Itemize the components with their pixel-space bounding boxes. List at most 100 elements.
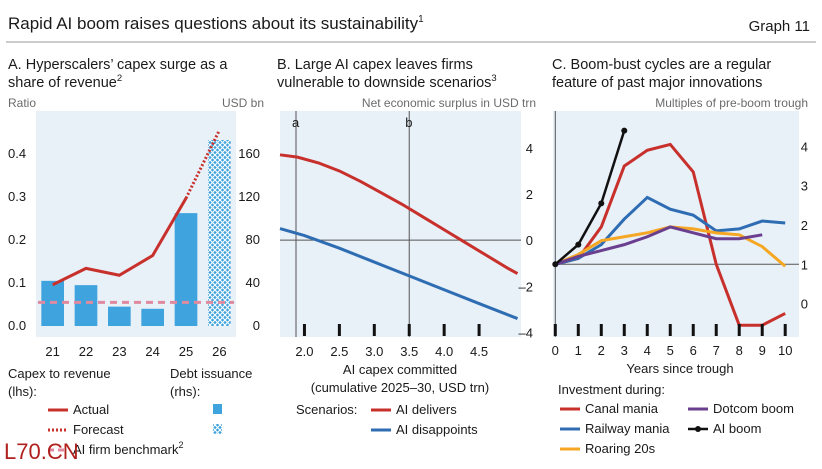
legend-debt-forecast-swatch: [213, 424, 222, 434]
dotcom-boom-line: [554, 225, 763, 266]
panel-a-left-tick-label: 0.4: [8, 146, 26, 161]
panel-c-title-line-2: feature of past major innovations: [552, 75, 762, 91]
panel-c-x-tick-label: 10: [778, 343, 792, 358]
panel-c-y-tick-label: 0: [801, 297, 808, 312]
panel-c: C. Boom-bust cycles are a regular featur…: [552, 57, 808, 456]
panel-c-y-tick-label: 4: [801, 139, 808, 154]
panel-c-title-line-1: C. Boom-bust cycles are a regular: [552, 57, 771, 73]
canal-mania-line: [554, 142, 786, 327]
panel-a: A. Hyperscalers’ capex surge as a share …: [8, 57, 264, 457]
panel-b-x-tick-label: 3.5: [400, 344, 418, 359]
legend-ai-disappoints-label: AI disappoints: [396, 422, 478, 437]
graph-number-label: Graph 11: [749, 18, 810, 35]
panel-a-right-tick-label: 0: [253, 318, 260, 333]
panel-c-unit: Multiples of pre-boom trough: [655, 96, 808, 110]
panel-b-xlabel-line-1: AI capex committed: [343, 362, 457, 377]
panel-a-left-tick-label: 0.2: [8, 232, 26, 247]
panel-a-x-tick-label: 23: [112, 344, 126, 359]
legend-ai-boom-marker: [695, 426, 701, 432]
panel-b-x-tick-label: 2.0: [295, 344, 313, 359]
panel-a-right-tick-label: 160: [238, 146, 260, 161]
panel-b-x-tick-label: 2.5: [330, 344, 348, 359]
watermark-text: L70.CN: [4, 439, 79, 464]
ai-disappoints-line: [279, 227, 519, 320]
panel-a-right-tick-label: 120: [238, 189, 260, 204]
panel-b-title-line-1: B. Large AI capex leaves firms: [277, 57, 473, 73]
railway-mania-line: [554, 195, 786, 266]
panel-a-left-tick-label: 0.3: [8, 189, 26, 204]
legend-c-heading: Investment during:: [558, 382, 665, 397]
panel-b-unit: Net economic surplus in USD trn: [362, 96, 536, 110]
ai-boom-line: [554, 130, 626, 266]
legend-debt-actual-swatch: [213, 404, 222, 414]
panel-c-x-tick-label: 4: [644, 343, 651, 358]
panel-b-x-tick-label: 4.0: [435, 344, 453, 359]
legend-actual-label: Actual: [73, 402, 109, 417]
panel-a-x-tick-label: 21: [45, 344, 59, 359]
panel-b-x-tick-label: 4.5: [470, 344, 488, 359]
legend-dotcom-label: Dotcom boom: [713, 401, 794, 416]
panel-a-right-tick-label: 40: [246, 275, 260, 290]
panel-c-x-tick-label: 3: [621, 343, 628, 358]
panel-b-marker-label: a: [292, 115, 300, 130]
legend-b-label: Scenarios:: [296, 402, 357, 417]
panel-c-x-tick-label: 8: [736, 343, 743, 358]
ai-boom-point: [598, 200, 605, 207]
panel-a-x-tick-label: 22: [79, 344, 93, 359]
panel-a-plot-area: [36, 111, 236, 337]
panel-c-y-tick-label: 3: [801, 179, 808, 194]
panel-c-xlabel: Years since trough: [626, 361, 733, 376]
panel-c-x-tick-label: 2: [598, 343, 605, 358]
legend-a-group1-line-1: Capex to revenue: [8, 366, 111, 381]
panel-c-x-tick-label: 1: [575, 343, 582, 358]
panel-b-marker-label: b: [405, 115, 412, 130]
panel-c-x-tick-label: 0: [552, 343, 559, 358]
panel-a-title-line-1: A. Hyperscalers’ capex surge as a: [8, 57, 228, 73]
debt-issuance-bar-23: [108, 306, 131, 326]
panel-a-x-tick-label: 25: [179, 344, 193, 359]
panel-a-right-unit: USD bn: [222, 96, 264, 110]
panel-a-x-tick-label: 26: [212, 344, 226, 359]
panel-b-plot-area: [280, 111, 521, 337]
panel-a-left-tick-label: 0.0: [8, 318, 26, 333]
panel-c-y-tick-label: 1: [801, 257, 808, 272]
forecast-line: [184, 129, 221, 199]
panel-a-x-tick-label: 24: [145, 344, 159, 359]
ai-boom-point: [552, 261, 559, 268]
panel-b-y-tick-label: –4: [519, 325, 533, 340]
panel-a-title-line-2: share of revenue2: [8, 73, 122, 91]
panel-b-xlabel-line-2: (cumulative 2025–30, USD trn): [311, 380, 489, 395]
legend-benchmark-label: AI firm benchmark2: [73, 440, 184, 457]
panel-b-y-tick-label: 0: [526, 233, 533, 248]
actual-line: [52, 197, 188, 287]
panel-b-y-tick-label: 2: [526, 187, 533, 202]
ai-boom-point: [621, 127, 628, 134]
panel-a-right-tick-label: 80: [246, 232, 260, 247]
panel-a-left-unit: Ratio: [8, 96, 36, 110]
legend-forecast-label: Forecast: [73, 422, 124, 437]
panel-b-y-tick-label: –2: [519, 279, 533, 294]
legend-ai-delivers-label: AI delivers: [396, 402, 457, 417]
legend-ai-boom-label: AI boom: [713, 421, 761, 436]
panel-b: B. Large AI capex leaves firms vulnerabl…: [277, 57, 536, 437]
legend-a-group2-line-1: Debt issuance: [170, 366, 252, 381]
panel-c-x-tick-label: 9: [759, 343, 766, 358]
panel-c-x-tick-label: 6: [690, 343, 697, 358]
debt-issuance-bar-24: [141, 308, 164, 326]
ai-delivers-line: [279, 153, 519, 275]
panel-a-left-tick-label: 0.1: [8, 275, 26, 290]
ai-boom-point: [575, 241, 582, 248]
panel-c-x-tick-label: 5: [667, 343, 674, 358]
panel-b-y-tick-label: 4: [526, 141, 533, 156]
graph-title: Rapid AI boom raises questions about its…: [8, 14, 424, 33]
legend-railway-label: Railway mania: [585, 421, 670, 436]
panel-c-y-tick-label: 2: [801, 218, 808, 233]
panel-b-x-tick-label: 3.0: [365, 344, 383, 359]
legend-roaring-label: Roaring 20s: [585, 441, 656, 456]
debt-issuance-bar-22: [74, 285, 98, 326]
debt-issuance-bar-26: [208, 140, 231, 326]
panel-c-x-tick-label: 7: [713, 343, 720, 358]
legend-canal-label: Canal mania: [585, 401, 659, 416]
panel-b-title-line-2: vulnerable to downside scenarios3: [277, 73, 497, 91]
